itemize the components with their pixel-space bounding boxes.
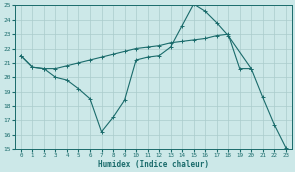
X-axis label: Humidex (Indice chaleur): Humidex (Indice chaleur)	[98, 159, 209, 169]
